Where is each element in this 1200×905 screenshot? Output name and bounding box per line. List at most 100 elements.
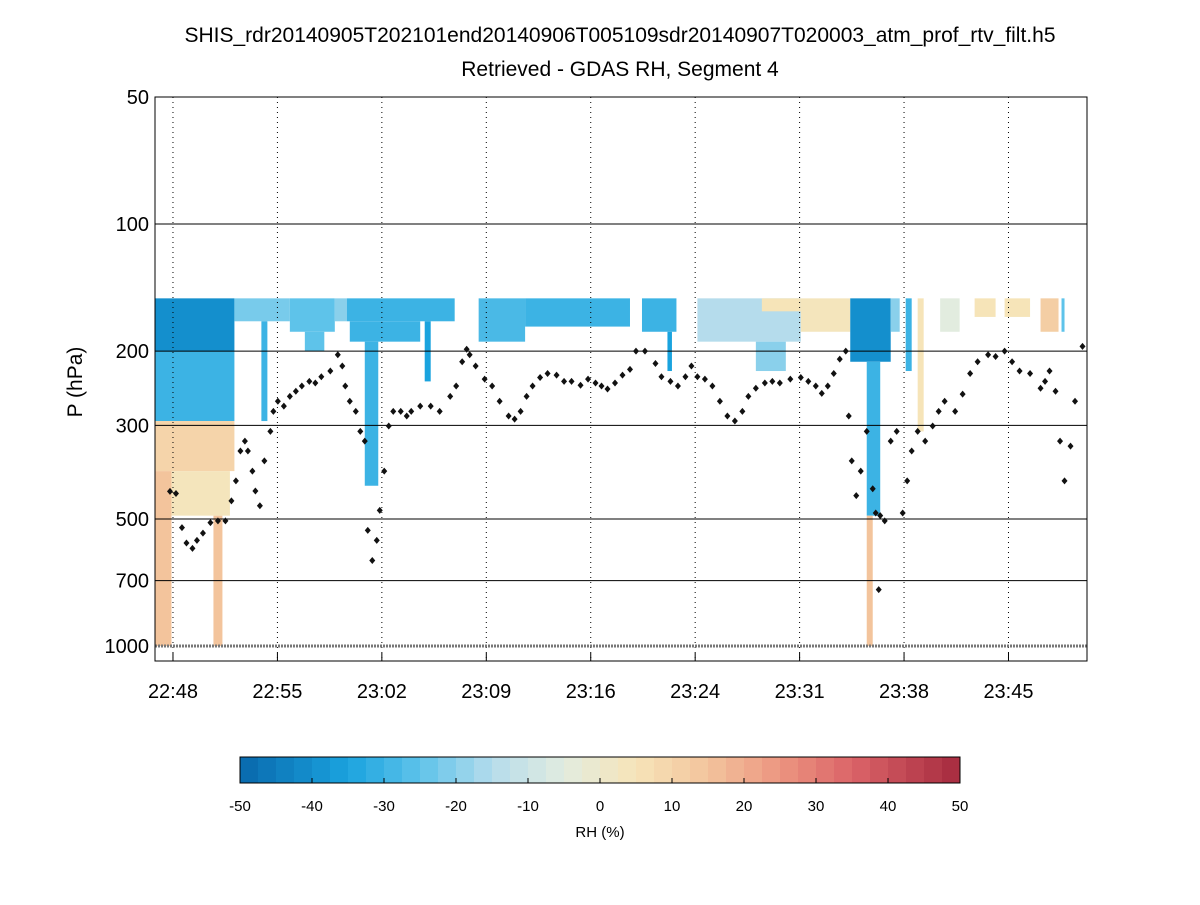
colorbar-swatch (888, 757, 907, 783)
heatmap-cell (1004, 298, 1031, 317)
colorbar-swatch (654, 757, 673, 783)
data-point (577, 381, 584, 389)
data-point (561, 377, 568, 385)
data-point (397, 407, 404, 415)
heatmap-cell (866, 361, 881, 516)
data-point (189, 544, 196, 552)
colorbar-swatch (618, 757, 637, 783)
data-point (1052, 387, 1059, 395)
colorbar-swatch (834, 757, 853, 783)
colorbar-swatch (942, 757, 961, 783)
colorbar-swatch (582, 757, 601, 783)
data-point (318, 373, 325, 381)
colorbar-swatch (240, 757, 259, 783)
data-point (306, 377, 313, 385)
data-point (604, 385, 611, 393)
x-tick-label: 23:38 (879, 681, 929, 703)
y-tick-labels: 50 100 200 300 500 700 1000 (105, 87, 150, 658)
data-point (529, 382, 536, 390)
colorbar-tick-label: 50 (952, 798, 969, 815)
data-point (364, 526, 371, 534)
data-point (830, 369, 837, 377)
heatmap-cell (234, 298, 290, 322)
colorbar-tick-label: 30 (808, 798, 825, 815)
data-point (489, 382, 496, 390)
data-point (544, 369, 551, 377)
colorbar-swatch (456, 757, 475, 783)
colorbar-swatch (546, 757, 565, 783)
colorbar-swatch (780, 757, 799, 783)
colorbar-swatch (348, 757, 367, 783)
colorbar-swatch (420, 757, 439, 783)
data-point (632, 347, 639, 355)
data-point (172, 489, 179, 497)
data-point (453, 382, 460, 390)
heatmap-cell (905, 298, 912, 372)
data-point (183, 539, 190, 547)
x-tick-label: 23:31 (775, 681, 825, 703)
data-point (857, 467, 864, 475)
data-point (992, 352, 999, 360)
data-point (286, 392, 293, 400)
colorbar-swatch (708, 757, 727, 783)
colorbar-swatch (294, 757, 313, 783)
data-point (256, 502, 263, 510)
data-point (261, 457, 268, 465)
x-tick-label: 22:55 (252, 681, 302, 703)
colorbar-swatch (510, 757, 529, 783)
data-point (346, 397, 353, 405)
data-point (985, 351, 992, 359)
data-point (752, 384, 759, 392)
data-point (667, 377, 674, 385)
data-point (709, 382, 716, 390)
colorbar-swatch (870, 757, 889, 783)
heatmap-cell (155, 351, 235, 422)
data-point (769, 377, 776, 385)
colorbar-tick-label: -50 (229, 798, 251, 815)
data-point (408, 407, 415, 415)
y-tick-label: 1000 (105, 636, 150, 658)
heatmap-cell (304, 331, 325, 352)
data-point (701, 375, 708, 383)
colorbar-swatch (492, 757, 511, 783)
data-point (619, 371, 626, 379)
data-point (270, 407, 277, 415)
heatmap-cell (155, 421, 235, 472)
x-tick-label: 22:48 (148, 681, 198, 703)
heatmap-cell (289, 298, 335, 332)
data-point (237, 447, 244, 455)
data-point (694, 373, 701, 381)
data-point (222, 517, 229, 525)
data-point (899, 509, 906, 517)
data-point (436, 407, 443, 415)
data-point (178, 524, 185, 532)
data-point (252, 487, 259, 495)
data-point (853, 492, 860, 500)
data-point (463, 345, 470, 353)
data-point (1027, 369, 1034, 377)
data-point (505, 412, 512, 420)
data-point (496, 397, 503, 405)
data-point (352, 407, 359, 415)
data-point (214, 517, 221, 525)
heatmap-cell (346, 298, 455, 322)
data-point (447, 392, 454, 400)
data-point (1079, 342, 1086, 350)
data-point (334, 351, 341, 359)
colorbar: -50 -40 -30 -20 -10 0 10 20 30 40 50 (229, 756, 969, 815)
colorbar-swatch (258, 757, 277, 783)
data-point (922, 437, 929, 445)
colorbar-tick-label: -30 (373, 798, 395, 815)
heatmap-cell (800, 298, 851, 332)
data-point (166, 487, 173, 495)
data-point (904, 477, 911, 485)
heatmap-cells (155, 298, 1065, 647)
data-point (427, 402, 434, 410)
data-point (1046, 367, 1053, 375)
data-point (369, 556, 376, 564)
data-point (385, 422, 392, 430)
heatmap-cell (1061, 298, 1065, 332)
colorbar-swatch (402, 757, 421, 783)
colorbar-swatch (366, 757, 385, 783)
data-point (537, 373, 544, 381)
